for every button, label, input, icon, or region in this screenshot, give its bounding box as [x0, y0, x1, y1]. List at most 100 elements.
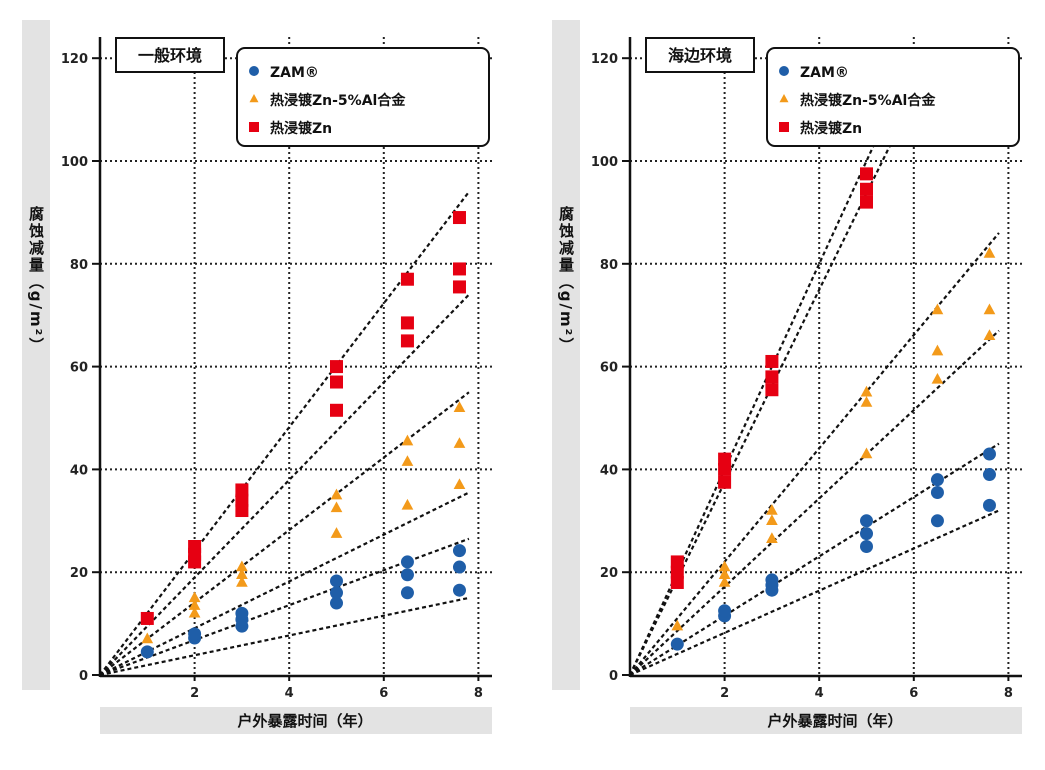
legend-label-zam: ZAM® [800, 65, 849, 81]
trend-line [100, 537, 470, 675]
data-point-triangle [983, 303, 996, 315]
data-point-square [765, 370, 779, 384]
data-point-circle [930, 486, 944, 500]
data-point-triangle [983, 247, 996, 258]
x-axis-label: 户外暴露时间（年） [767, 712, 902, 730]
data-point-triangle [236, 560, 248, 572]
y-axis-label: 腐蚀减量（g/m²） [557, 205, 575, 354]
trend-line [630, 442, 1000, 675]
y-tick-label: 0 [79, 669, 88, 684]
chart-title-box [645, 37, 755, 73]
data-point-circle [330, 574, 343, 588]
data-point-square [249, 122, 259, 132]
data-point-square [718, 462, 732, 476]
data-point-square [860, 167, 873, 181]
trend-line [630, 140, 894, 675]
data-point-circle [930, 473, 944, 487]
data-point-square [235, 493, 249, 507]
y-tick-label: 60 [70, 361, 88, 376]
data-point-square [330, 403, 343, 417]
data-point-circle [860, 527, 873, 541]
x-tick-label: 8 [474, 686, 483, 701]
data-point-circle [400, 555, 414, 569]
series-znal [141, 401, 466, 644]
data-point-square [670, 575, 684, 589]
data-point-square [330, 375, 343, 389]
x-tick-label: 4 [285, 686, 294, 701]
data-point-triangle [401, 498, 414, 510]
data-point-triangle [453, 437, 466, 448]
data-point-triangle [401, 455, 414, 466]
data-point-triangle [779, 94, 789, 103]
data-point-circle [188, 627, 202, 641]
data-point-square [860, 182, 873, 196]
data-point-circle [330, 596, 343, 610]
data-point-square [860, 195, 873, 209]
data-point-circle [452, 560, 466, 574]
trend-line [100, 191, 470, 675]
data-point-triangle [330, 488, 343, 500]
y-tick-label: 120 [591, 52, 618, 67]
data-point-square [400, 316, 414, 330]
data-point-square [670, 565, 684, 579]
data-point-triangle [188, 606, 201, 618]
data-point-circle [765, 573, 779, 587]
series-zn [140, 211, 466, 625]
data-point-triangle [188, 599, 201, 610]
legend-label-znal: 热浸镀Zn-5%Al合金 [270, 92, 406, 109]
legend-label-zn: 热浸镀Zn [270, 120, 332, 137]
data-point-circle [400, 568, 414, 582]
chart-title: 海边环境 [668, 46, 732, 65]
data-point-triangle [931, 303, 944, 315]
y-tick-label: 120 [61, 52, 88, 67]
data-point-square [400, 272, 414, 286]
series-zn [670, 167, 873, 589]
data-point-triangle [766, 514, 778, 526]
data-point-square [235, 504, 249, 518]
data-point-circle [400, 586, 414, 600]
y-tick-label: 20 [600, 566, 618, 581]
data-point-triangle [453, 478, 466, 490]
chart-title-box [115, 37, 225, 73]
data-point-square [188, 540, 202, 553]
data-point-triangle [860, 447, 873, 459]
data-point-triangle [236, 575, 248, 587]
data-point-triangle [931, 372, 944, 384]
data-point-triangle [718, 575, 731, 587]
data-point-square [452, 262, 466, 276]
data-point-triangle [401, 434, 414, 446]
data-point-triangle [141, 632, 154, 644]
y-tick-label: 40 [70, 463, 88, 478]
y-label-bar [22, 20, 50, 690]
y-axis-label: 腐蚀减量（g/m²） [27, 205, 45, 354]
data-point-triangle [249, 94, 259, 103]
data-point-triangle [860, 396, 873, 407]
series-znal [671, 247, 996, 631]
y-tick-label: 60 [600, 361, 618, 376]
data-point-triangle [330, 527, 343, 538]
legend-box [766, 47, 1020, 147]
data-point-square [670, 555, 684, 569]
data-point-triangle [453, 401, 466, 412]
y-tick-label: 20 [70, 566, 88, 581]
data-point-circle [930, 514, 944, 528]
data-point-triangle [718, 568, 731, 579]
data-point-circle [330, 586, 343, 600]
data-point-triangle [860, 385, 873, 397]
x-tick-label: 2 [190, 686, 199, 701]
x-label-bar [100, 707, 492, 734]
x-axis-label: 户外暴露时间（年） [237, 712, 372, 730]
data-point-triangle [983, 329, 996, 340]
data-point-circle [982, 447, 996, 461]
chart-title: 一般环境 [138, 46, 202, 65]
data-point-circle [982, 468, 996, 482]
data-point-circle [982, 498, 996, 512]
trend-line [100, 596, 470, 675]
data-point-circle [670, 637, 684, 651]
data-point-circle [779, 66, 789, 76]
trend-line [630, 509, 1000, 675]
chart-1: 腐蚀减量（g/m²） 户外暴露时间（年） 0 20 40 60 80 100 120 2 4 6 8 一般… [22, 20, 492, 734]
